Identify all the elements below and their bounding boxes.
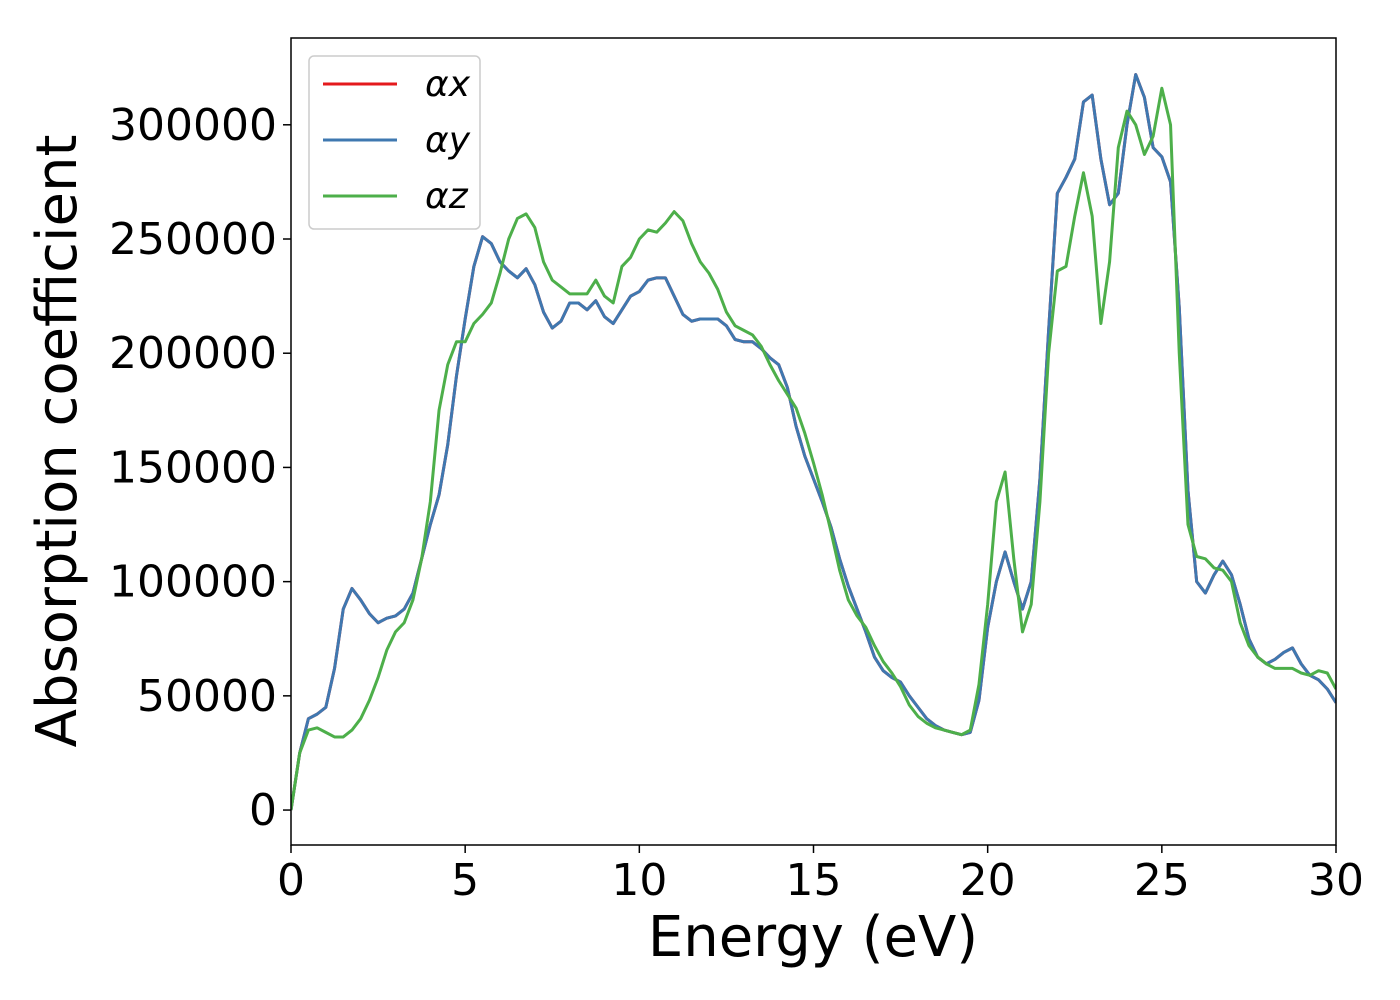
x-tick-label: 10 <box>611 855 667 906</box>
y-tick-label: 100000 <box>109 557 277 608</box>
legend-box <box>308 55 481 230</box>
y-tick-label: 200000 <box>109 328 277 379</box>
series-line <box>291 86 1336 811</box>
legend-label: αz <box>425 176 469 217</box>
plot-frame <box>290 37 1337 846</box>
y-tick-label: 0 <box>249 785 277 836</box>
x-tick-label: 5 <box>451 855 479 906</box>
legend-label: αx <box>425 64 471 105</box>
y-tick-label: 150000 <box>109 442 277 493</box>
y-tick-label: 300000 <box>109 100 277 151</box>
series-line <box>291 73 1336 811</box>
x-tick-label: 25 <box>1134 855 1190 906</box>
y-tick-label: 250000 <box>109 214 277 265</box>
x-tick-label: 0 <box>277 855 305 906</box>
legend-label: αy <box>425 120 471 161</box>
y-tick-label: 50000 <box>137 671 277 722</box>
x-tick-label: 15 <box>786 855 842 906</box>
x-tick-label: 20 <box>960 855 1016 906</box>
x-axis-label: Energy (eV) <box>648 905 978 970</box>
y-axis-label: Absorption coefficient <box>25 135 90 748</box>
x-tick-label: 30 <box>1308 855 1364 906</box>
